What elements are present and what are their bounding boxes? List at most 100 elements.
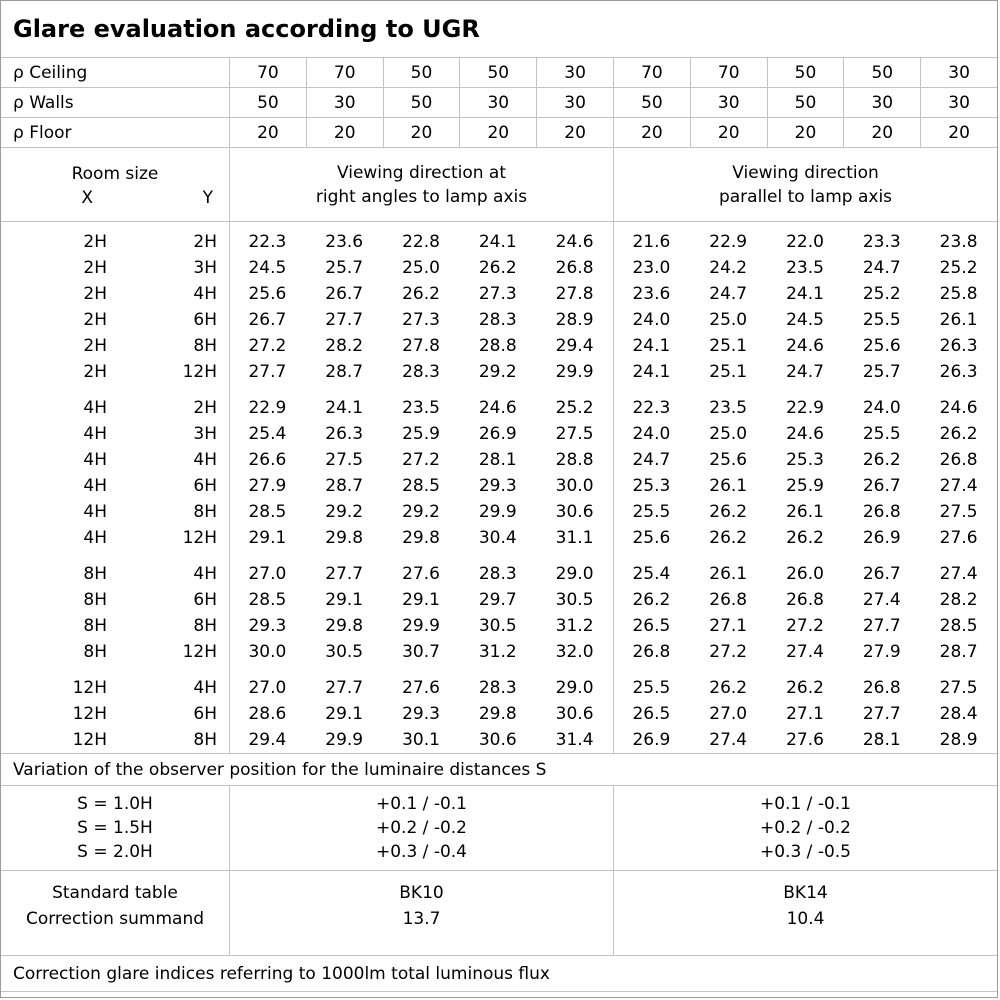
footnote-row: Correction glare indices referring to 10…	[1, 956, 997, 992]
ugr-value-right-angle: 23.5	[402, 398, 440, 418]
ugr-group: 4H 2H 22.9 24.1 23.5 24.6 25.2 22.3 23.5 22.9 24.0…	[1, 395, 997, 551]
ugr-value-right-angle: 31.1	[555, 528, 594, 548]
ugr-value-right-angle: 27.3	[478, 284, 517, 304]
reflectance-label: ρ Walls	[13, 92, 74, 113]
ugr-value-right-angle: 25.2	[555, 398, 594, 418]
ugr-value-parallel: 22.9	[786, 398, 824, 418]
ugr-value-parallel: 27.1	[709, 616, 748, 636]
ugr-value-right-angle: 30.6	[555, 502, 594, 522]
reflectance-value: 30	[459, 88, 536, 117]
ugr-value-parallel: 26.7	[862, 564, 901, 584]
ugr-value-parallel: 26.8	[709, 590, 748, 610]
ugr-value-right-angle: 30.5	[325, 642, 364, 662]
reflectance-value: 20	[536, 118, 613, 147]
ugr-row: 4H 6H 27.9 28.7 28.5 29.3 30.0 25.3 26.1 25.9 26.7…	[1, 473, 997, 499]
ugr-value-right-angle: 25.6	[248, 284, 287, 304]
ugr-value-parallel: 27.6	[786, 730, 824, 750]
ugr-value-right-angle: 28.1	[478, 450, 517, 470]
ugr-value-right-angle: 22.3	[248, 232, 287, 252]
ugr-value-right-angle: 27.0	[248, 564, 287, 584]
ugr-value-right-angle: 29.0	[555, 678, 594, 698]
ugr-value-right-angle: 31.2	[478, 642, 517, 662]
ugr-value-right-angle: 28.3	[478, 678, 517, 698]
summary-label: Standard table	[52, 883, 178, 903]
room-y: 6H	[193, 704, 217, 724]
ugr-value-parallel: 26.8	[862, 502, 901, 522]
reflectance-value: 30	[689, 88, 767, 117]
ugr-value-parallel: 25.2	[862, 284, 901, 304]
ugr-value-parallel: 27.5	[939, 678, 978, 698]
ugr-value-parallel: 26.2	[632, 590, 671, 610]
ugr-value-right-angle: 29.3	[248, 616, 287, 636]
ugr-value-right-angle: 29.0	[555, 564, 594, 584]
ugr-value-parallel: 28.1	[862, 730, 901, 750]
ugr-value-parallel: 22.9	[709, 232, 748, 252]
ugr-value-parallel: 23.8	[939, 232, 978, 252]
ugr-value-right-angle: 30.0	[248, 642, 287, 662]
ugr-value-right-angle: 27.7	[325, 564, 364, 584]
reflectance-value: 20	[459, 118, 536, 147]
summary-right-angle-value: 13.7	[402, 909, 441, 929]
ugr-value-parallel: 27.7	[862, 704, 901, 724]
s-right-angle-value: +0.2 / -0.2	[376, 818, 467, 838]
ugr-value-parallel: 26.2	[862, 450, 901, 470]
reflectance-value: 20	[229, 118, 306, 147]
ugr-value-right-angle: 29.9	[402, 616, 440, 636]
ugr-value-right-angle: 30.5	[478, 616, 517, 636]
ugr-value-right-angle: 26.7	[325, 284, 364, 304]
ugr-value-right-angle: 26.6	[248, 450, 287, 470]
ugr-value-parallel: 22.0	[786, 232, 824, 252]
reflectance-value: 50	[382, 88, 460, 117]
s-parallel-value: +0.2 / -0.2	[760, 818, 851, 838]
reflectance-row: ρ Floor 20 20 20 20 20 20 20 20 20 20	[1, 118, 997, 148]
summary-parallel-value: 10.4	[786, 909, 825, 929]
ugr-value-right-angle: 29.3	[478, 476, 517, 496]
ugr-value-right-angle: 31.2	[555, 616, 594, 636]
ugr-value-parallel: 23.6	[632, 284, 671, 304]
room-x: 2H	[83, 284, 107, 304]
ugr-value-right-angle: 24.6	[478, 398, 517, 418]
ugr-value-parallel: 25.5	[632, 678, 671, 698]
ugr-value-right-angle: 30.6	[478, 730, 517, 750]
ugr-value-right-angle: 30.1	[402, 730, 440, 750]
reflectance-value: 20	[766, 118, 844, 147]
room-size-label: Room size	[71, 163, 159, 184]
ugr-value-right-angle: 29.4	[555, 336, 594, 356]
ugr-row: 4H 3H 25.4 26.3 25.9 26.9 27.5 24.0 25.0 24.6 25.5…	[1, 421, 997, 447]
room-x: 2H	[83, 362, 107, 382]
ugr-value-parallel: 26.7	[862, 476, 901, 496]
ugr-value-right-angle: 29.9	[325, 730, 364, 750]
ugr-value-parallel: 25.7	[862, 362, 901, 382]
ugr-value-right-angle: 28.5	[248, 590, 287, 610]
reflectance-value: 50	[766, 88, 844, 117]
ugr-value-right-angle: 27.9	[248, 476, 287, 496]
summary-labels: Standard table Correction summand	[1, 871, 229, 955]
ugr-value-right-angle: 31.4	[555, 730, 594, 750]
ugr-value-right-angle: 29.2	[478, 362, 517, 382]
s-labels: S = 1.0H S = 1.5H S = 2.0H	[1, 786, 229, 870]
room-y: 8H	[193, 502, 217, 522]
ugr-value-parallel: 23.5	[709, 398, 748, 418]
ugr-value-right-angle: 22.9	[248, 398, 287, 418]
column-divider	[229, 222, 230, 753]
ugr-group: 2H 2H 22.3 23.6 22.8 24.1 24.6 21.6 22.9 22.0 23.3…	[1, 229, 997, 385]
ugr-value-parallel: 25.1	[709, 336, 748, 356]
ugr-value-right-angle: 29.8	[325, 528, 364, 548]
ugr-value-parallel: 25.1	[709, 362, 748, 382]
ugr-value-parallel: 26.9	[862, 528, 901, 548]
ugr-value-right-angle: 27.0	[248, 678, 287, 698]
ugr-value-parallel: 26.0	[786, 564, 824, 584]
room-y: 3H	[193, 258, 217, 278]
ugr-value-right-angle: 29.8	[325, 616, 364, 636]
ugr-row: 2H 3H 24.5 25.7 25.0 26.2 26.8 23.0 24.2 23.5 24.7…	[1, 255, 997, 281]
reflectance-value: 30	[920, 58, 997, 87]
ugr-value-right-angle: 29.2	[325, 502, 364, 522]
room-x: 8H	[83, 590, 107, 610]
ugr-value-parallel: 24.6	[786, 424, 824, 444]
ugr-value-right-angle: 27.7	[248, 362, 287, 382]
ugr-value-parallel: 25.3	[786, 450, 824, 470]
ugr-value-right-angle: 28.9	[555, 310, 594, 330]
ugr-value-parallel: 24.7	[786, 362, 824, 382]
ugr-value-right-angle: 26.2	[478, 258, 517, 278]
room-x: 8H	[83, 564, 107, 584]
